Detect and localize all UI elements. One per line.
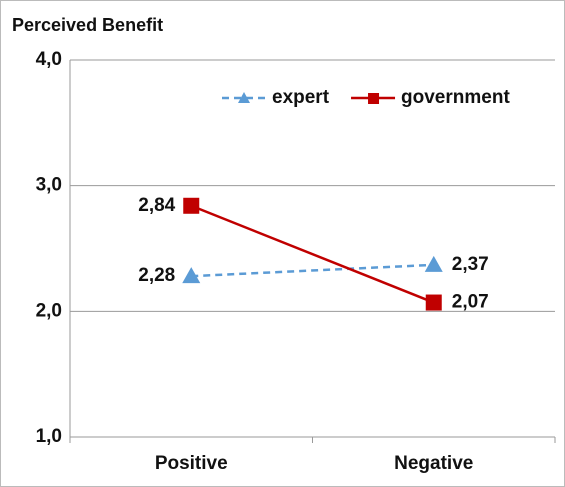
y-tick-label: 4,0 xyxy=(36,49,62,70)
chart-title: Perceived Benefit xyxy=(12,15,163,35)
legend-marker xyxy=(368,93,380,104)
y-tick-label: 3,0 xyxy=(36,175,62,196)
series-line xyxy=(191,263,434,278)
legend-label: government xyxy=(401,87,510,108)
marker xyxy=(182,267,201,284)
y-tick-label: 1,0 xyxy=(36,426,62,447)
marker xyxy=(424,255,443,272)
y-tick-label: 2,0 xyxy=(36,300,62,321)
data-label: 2,84 xyxy=(138,195,175,216)
data-label: 2,07 xyxy=(452,292,489,313)
legend-label: expert xyxy=(272,87,330,108)
marker xyxy=(425,294,442,311)
data-label: 2,28 xyxy=(138,265,175,286)
x-tick-label: Negative xyxy=(394,453,473,474)
marker xyxy=(183,197,200,214)
legend-marker xyxy=(238,92,250,103)
x-tick-label: Positive xyxy=(155,453,228,474)
series-line xyxy=(190,204,435,304)
data-label: 2,37 xyxy=(452,254,489,275)
